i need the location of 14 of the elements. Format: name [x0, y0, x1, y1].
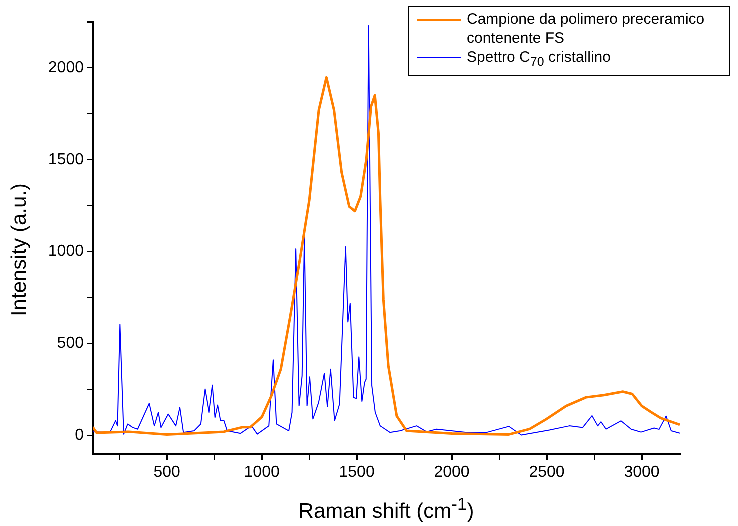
legend-label: Spettro C$_{70}$ cristallino	[467, 48, 611, 71]
y-tick-label: 1500	[48, 151, 84, 168]
x-tick-label: 2000	[434, 464, 470, 482]
x-tick-label: 1000	[244, 464, 280, 482]
x-tick-label: 1500	[339, 464, 375, 482]
x-tick-label: 2500	[529, 464, 565, 482]
x-tick-label: 500	[154, 464, 181, 482]
y-tick-label: 500	[57, 335, 84, 352]
y-tick-label: 0	[75, 427, 84, 444]
y-tick-label: 2000	[48, 59, 84, 76]
x-tick-label: 3000	[624, 464, 660, 482]
x-axis-title: Raman shift (cm$^{-1}$)	[298, 494, 476, 524]
y-tick-label: 1000	[48, 243, 84, 260]
y-axis-title: Intensity (a.u.)	[8, 182, 32, 319]
